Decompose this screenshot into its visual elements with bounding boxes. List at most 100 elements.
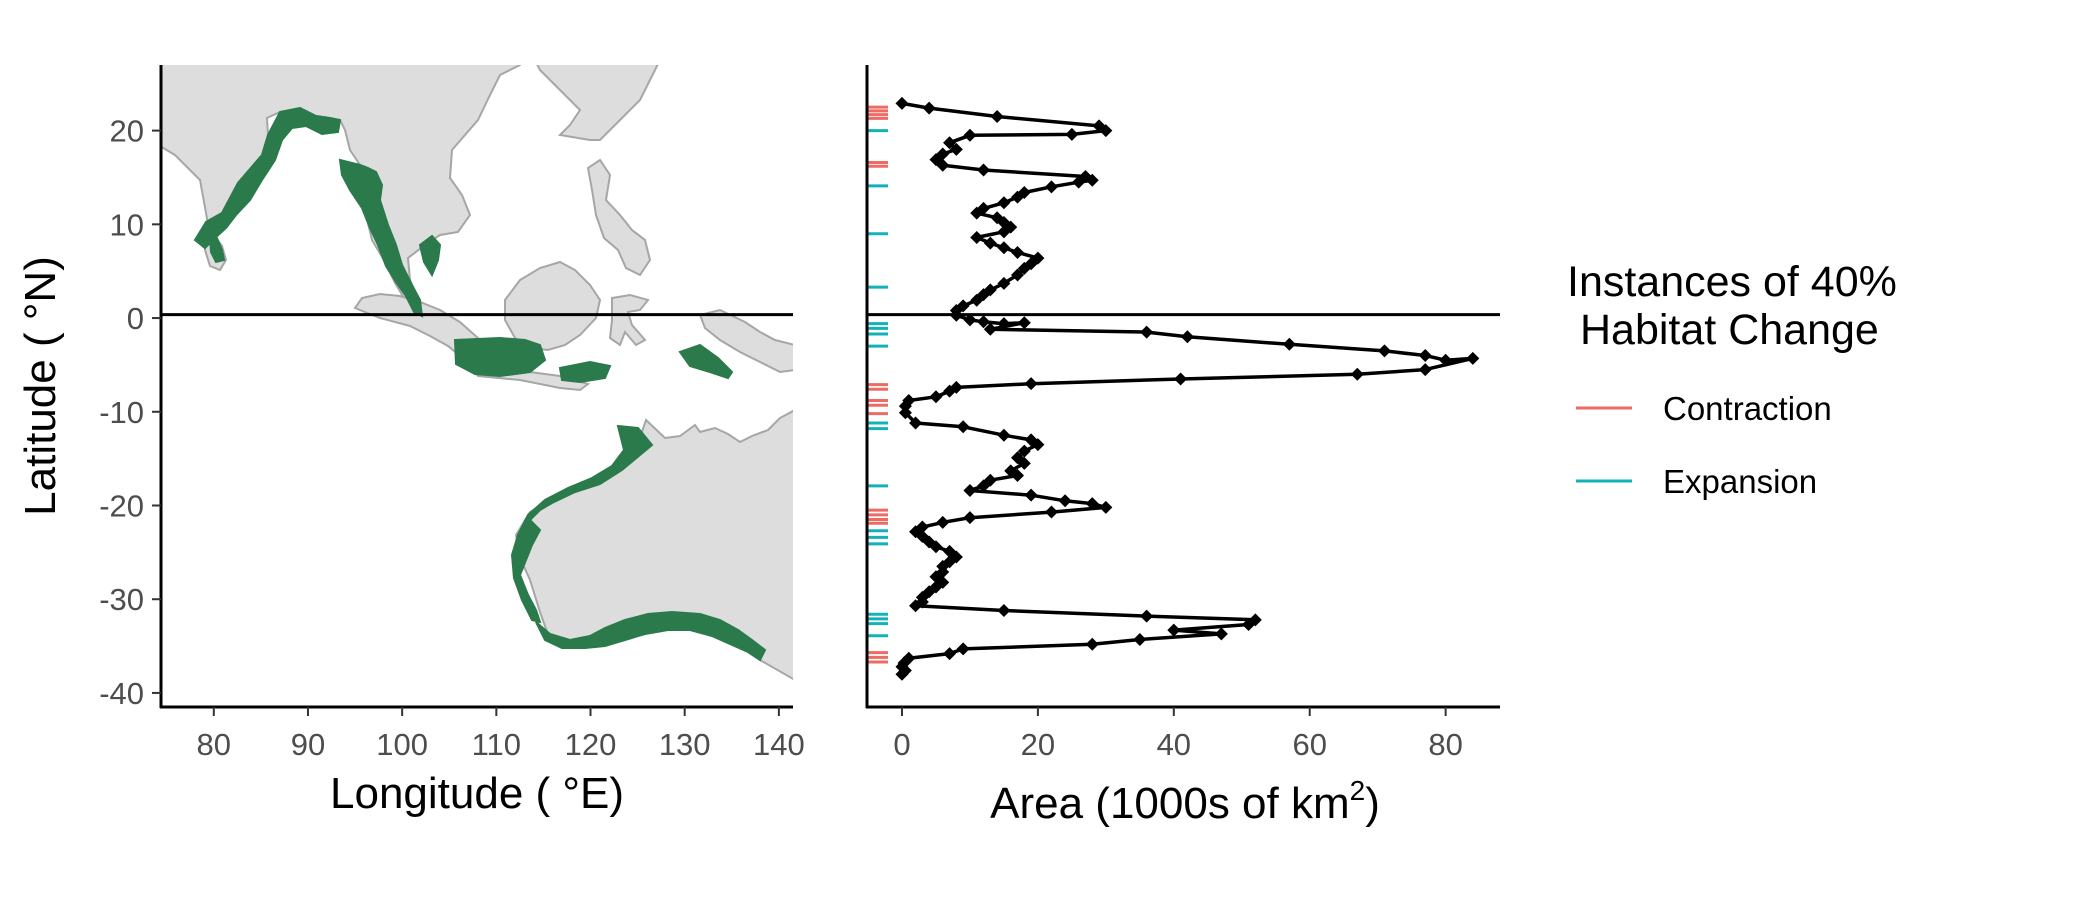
habitat-java-sea	[453, 336, 547, 378]
data-point	[1466, 351, 1480, 365]
data-point	[1085, 497, 1099, 511]
data-point	[1024, 488, 1038, 502]
data-point	[949, 142, 963, 156]
data-point	[898, 406, 912, 420]
data-point	[929, 540, 943, 554]
land-sulawesi	[608, 293, 650, 347]
data-point	[1011, 190, 1025, 204]
land-borneo	[504, 260, 602, 352]
map-x-tick-label: 100	[376, 727, 428, 762]
data-point	[997, 603, 1011, 617]
area-x-tick-label: 80	[1428, 727, 1462, 762]
area-x-tick-label: 0	[893, 727, 910, 762]
area-series-markers	[895, 96, 1480, 681]
map-y-tick-label: -30	[99, 582, 144, 617]
area-x-tick-label: 40	[1157, 727, 1191, 762]
data-point	[956, 642, 970, 656]
map-x-tick-label: 80	[197, 727, 231, 762]
map-y-tick-label: -40	[99, 676, 144, 711]
data-point	[1011, 268, 1025, 282]
data-point	[963, 484, 977, 498]
data-point	[977, 479, 991, 493]
data-point	[1072, 175, 1086, 189]
habitat-gulf-thailand	[418, 234, 442, 278]
data-point	[1140, 325, 1154, 339]
data-point	[936, 158, 950, 172]
legend-label-expansion: Expansion	[1663, 463, 1817, 500]
area-x-title-close: )	[1365, 779, 1380, 828]
habitat-south-coast	[535, 610, 767, 662]
data-point	[963, 128, 977, 142]
legend-title-line2: Habitat Change	[1580, 306, 1879, 354]
data-point	[922, 101, 936, 115]
data-point	[1214, 627, 1228, 641]
data-point	[1099, 500, 1113, 514]
data-point	[1017, 261, 1031, 275]
land-philippines	[586, 158, 652, 277]
data-point	[1017, 316, 1031, 330]
data-point	[895, 667, 909, 681]
data-point	[1174, 372, 1188, 386]
data-point	[1418, 349, 1432, 363]
habitat-wa-north	[510, 424, 654, 624]
rug-marks	[868, 105, 888, 664]
map-x-tick-label: 110	[472, 727, 521, 762]
data-point	[970, 293, 984, 307]
data-point	[963, 313, 977, 327]
data-point	[990, 110, 1004, 124]
data-point	[1011, 245, 1025, 259]
data-point	[1350, 367, 1364, 381]
habitat-myanmar-coast	[338, 158, 424, 318]
habitat-range	[193, 106, 767, 662]
data-point	[970, 230, 984, 244]
data-point	[997, 276, 1011, 290]
land-india-mainland	[162, 65, 522, 321]
data-point	[1282, 337, 1296, 351]
map-y-tick-label: 10	[110, 207, 144, 242]
map-y-tick-label: -20	[99, 488, 144, 523]
data-point	[943, 647, 957, 661]
area-x-title-main: Area (1000s of km	[990, 779, 1350, 828]
data-point	[936, 515, 950, 529]
data-point	[1058, 494, 1072, 508]
data-point	[1242, 618, 1256, 632]
land-china-north	[536, 65, 659, 141]
area-x-tick-label: 60	[1292, 727, 1326, 762]
data-point	[1031, 438, 1045, 452]
map-x-axis-title: Longitude ( °E)	[330, 769, 624, 818]
map-y-tick-label: 0	[127, 301, 144, 336]
area-x-axis-title: Area (1000s of km2)	[990, 775, 1380, 828]
legend-title-line1: Instances of 40%	[1567, 258, 1897, 306]
land-masses	[162, 65, 793, 681]
data-point	[1439, 353, 1453, 367]
data-point	[909, 599, 923, 613]
data-point	[1099, 124, 1113, 138]
data-point	[997, 225, 1011, 239]
data-point	[943, 384, 957, 398]
habitat-bay-of-bengal	[193, 106, 342, 250]
data-point	[1133, 633, 1147, 647]
data-point	[1044, 505, 1058, 519]
data-point	[997, 241, 1011, 255]
habitat-timor	[558, 360, 612, 384]
data-point	[929, 390, 943, 404]
data-point	[970, 206, 984, 220]
area-panel: 0 20 40 60 80 Area (1000s of km2)	[865, 65, 1500, 828]
data-point	[997, 317, 1011, 331]
map-y-tick-label: 20	[110, 114, 144, 149]
habitat-sri-lanka	[208, 234, 226, 264]
data-point	[997, 196, 1011, 210]
data-point	[963, 511, 977, 525]
data-point	[1140, 609, 1154, 623]
map-x-tick-label: 140	[753, 727, 805, 762]
data-point	[1024, 377, 1038, 391]
data-point	[983, 322, 997, 336]
data-point	[1085, 637, 1099, 651]
data-point	[1065, 127, 1079, 141]
data-point	[898, 399, 912, 413]
map-y-axis-title: Latitude ( °N)	[16, 256, 65, 516]
data-point	[1418, 363, 1432, 377]
habitat-arafura	[678, 343, 734, 380]
